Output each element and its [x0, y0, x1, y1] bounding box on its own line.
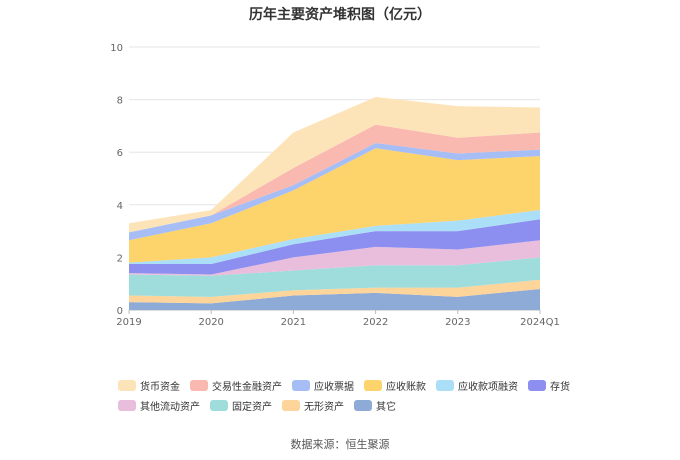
legend-item[interactable]: 应收款项融资 [436, 378, 518, 393]
area-series: 货币资金 [129, 96, 540, 233]
x-tick-label: 2021 [281, 317, 306, 328]
legend-item[interactable]: 其他流动资产 [118, 398, 200, 413]
y-tick-label: 0 [117, 306, 123, 317]
legend-swatch [210, 399, 228, 411]
x-tick-label: 2022 [363, 317, 388, 328]
x-tick-label: 2020 [198, 317, 223, 328]
area-series: 应收账款 [129, 148, 540, 263]
legend-label: 应收票据 [314, 381, 354, 393]
y-tick-label: 4 [117, 201, 123, 212]
legend-swatch [118, 399, 136, 411]
legend-label: 交易性金融资产 [212, 381, 282, 393]
legend-swatch [118, 379, 136, 391]
legend-swatch [364, 379, 382, 391]
area-series: 无形资产 [129, 279, 540, 304]
area-series: 固定资产 [129, 257, 540, 297]
area-series: 其他流动资产 [129, 240, 540, 276]
y-tick-label: 10 [110, 43, 123, 54]
legend-label: 存货 [550, 381, 570, 393]
area-series: 应收票据 [129, 142, 540, 241]
legend-swatch [292, 379, 310, 391]
legend-item[interactable]: 货币资金 [118, 378, 180, 393]
area-series: 存货 [129, 219, 540, 275]
legend-swatch [436, 379, 454, 391]
legend-swatch [528, 379, 546, 391]
area-series: 其它 [129, 288, 540, 310]
legend-item[interactable]: 交易性金融资产 [190, 378, 282, 393]
legend-item[interactable]: 应收票据 [292, 378, 354, 393]
legend-swatch [354, 399, 372, 411]
y-tick-label: 8 [117, 96, 123, 107]
stacked-area-chart: 0 2 4 6 8 10 其它无形资产固定资产其他流动资产存货应收款项融资应收账款应收票据交… [110, 43, 560, 328]
x-tick-label: 2019 [116, 317, 141, 328]
chart-title: 历年主要资产堆积图（亿元） [249, 7, 431, 23]
area-series: 交易性金融资产 [129, 124, 540, 233]
area-series: 应收款项融资 [129, 210, 540, 264]
data-source-note: 数据来源：恒生聚源 [290, 438, 390, 451]
legend-label: 无形资产 [304, 401, 344, 413]
legend-label: 货币资金 [140, 381, 180, 393]
y-tick-label: 2 [117, 253, 123, 264]
legend-item[interactable]: 固定资产 [210, 398, 272, 413]
legend-label: 其它 [376, 401, 396, 413]
x-tick-label: 2024Q1 [520, 317, 560, 328]
legend-swatch [282, 399, 300, 411]
legend-item[interactable]: 其它 [354, 398, 396, 413]
legend-item[interactable]: 应收账款 [364, 378, 426, 393]
legend-swatch [190, 379, 208, 391]
legend-label: 应收账款 [386, 381, 426, 393]
y-tick-label: 6 [117, 148, 123, 159]
chart-legend: 货币资金 交易性金融资产 应收票据 应收账款 应收款项融资 存货其他流动资产 固定资产 无形资… [118, 378, 578, 413]
legend-label: 应收款项融资 [458, 381, 518, 393]
legend-item[interactable]: 无形资产 [282, 398, 344, 413]
legend-label: 其他流动资产 [140, 401, 200, 413]
legend-item[interactable]: 存货 [528, 378, 570, 393]
x-tick-label: 2023 [445, 317, 470, 328]
legend-label: 固定资产 [232, 401, 272, 413]
